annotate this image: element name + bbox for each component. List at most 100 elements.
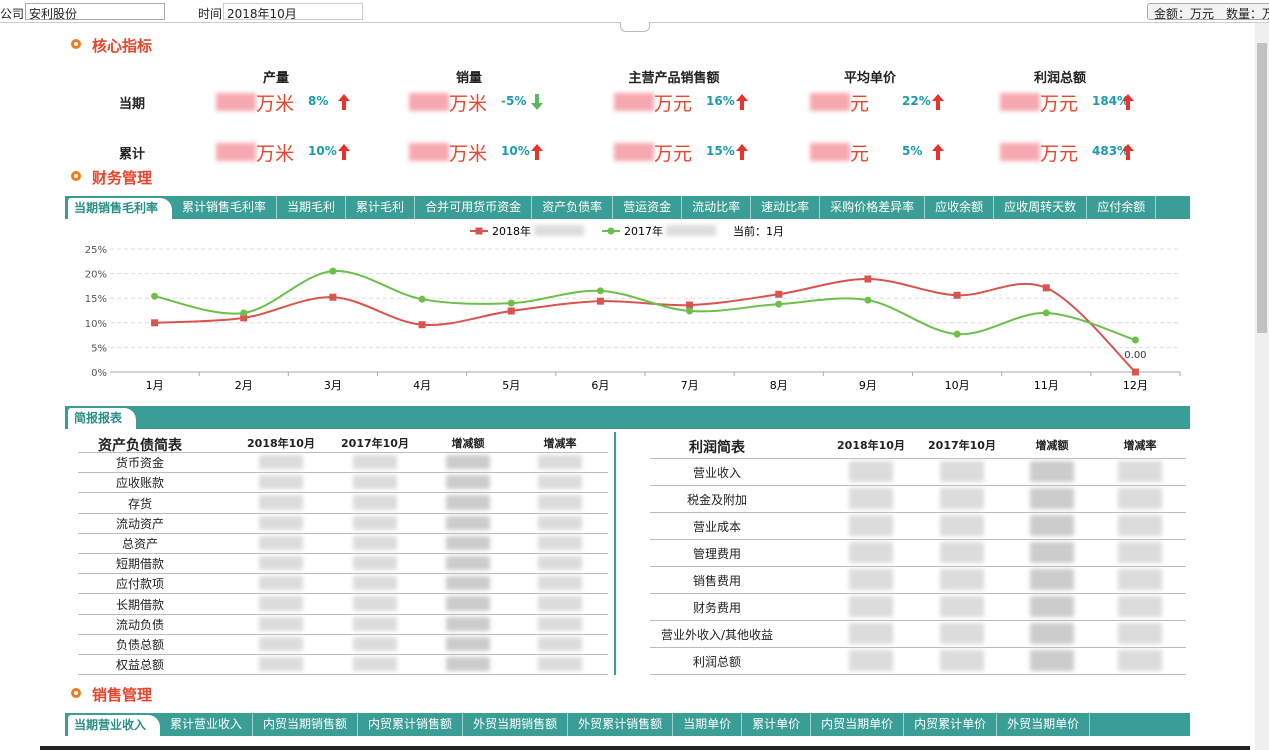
y-tick-label: 0% — [91, 368, 107, 379]
chart: 0% 5% 10% 15% 20% 25% 1月 2月 3月 4月 5月 6月 7月 8月 9月 10月 11月… — [85, 224, 1181, 392]
point — [864, 296, 872, 304]
tab[interactable]: 合并可用货币资金 — [415, 196, 533, 219]
point — [596, 287, 604, 295]
tab[interactable]: 外贸当期销售额 — [463, 713, 569, 736]
y-tick-label: 10% — [85, 319, 107, 330]
tab[interactable]: 当期营业收入 — [68, 715, 161, 736]
section-title: 销售管理 — [92, 686, 153, 704]
blurred-value — [353, 535, 397, 550]
tab[interactable]: 外贸累计销售额 — [568, 713, 674, 736]
row-line — [78, 512, 608, 514]
arrow — [531, 144, 543, 160]
point — [240, 309, 248, 317]
tab[interactable]: 应付余额 — [1087, 196, 1157, 219]
tab[interactable]: 当期单价 — [673, 713, 743, 736]
tab[interactable]: 内贸累计销售额 — [358, 713, 464, 736]
blurred-value — [353, 576, 397, 591]
point — [151, 319, 159, 327]
blurred-value — [216, 93, 256, 111]
blurred-value — [849, 542, 893, 563]
arrow — [932, 144, 944, 160]
tab[interactable]: 累计销售毛利率 — [172, 196, 278, 219]
blurred-value — [259, 576, 303, 591]
blurred-value — [1118, 488, 1162, 509]
row-label: 总资产 — [121, 536, 158, 551]
row-line — [78, 492, 608, 494]
tab[interactable]: 累计单价 — [742, 713, 812, 736]
tab[interactable]: 流动比率 — [682, 196, 752, 219]
blurred-value — [940, 569, 984, 590]
time-input[interactable]: 2018年10月 — [223, 3, 363, 21]
blurred-value — [538, 636, 582, 651]
change: 16% — [706, 94, 735, 108]
row-label: 短期借款 — [115, 557, 164, 572]
table-header: 利润简表 — [689, 440, 745, 456]
legend-marker — [607, 227, 615, 235]
change: 22% — [902, 94, 931, 108]
tab-bar: 当期销售毛利率 累计销售毛利率 当期毛利 累计毛利 合并可用货币资金 资产负债率 营运资金流… — [65, 196, 1190, 219]
trend-arrow — [1122, 144, 1134, 160]
tab[interactable]: 应收周转天数 — [994, 196, 1088, 219]
blurred-value — [446, 475, 490, 490]
y-tick-label: 15% — [85, 294, 107, 305]
unit: 万米 — [256, 143, 295, 165]
column-header: 销量 — [455, 71, 482, 86]
tab[interactable]: 简报报表 — [68, 408, 137, 429]
tab[interactable]: 资产负债率 — [532, 196, 614, 219]
tab[interactable]: 当期销售毛利率 — [68, 198, 173, 219]
company-label: 公司 — [0, 7, 25, 21]
row-line — [650, 485, 1186, 486]
arrow — [531, 94, 543, 110]
blurred-value — [538, 455, 582, 470]
blurred-value — [849, 488, 893, 509]
point — [151, 292, 159, 300]
tab[interactable]: 外贸当期单价 — [997, 713, 1091, 736]
tab[interactable]: 应收余额 — [925, 196, 995, 219]
blurred-value — [446, 515, 490, 530]
tab[interactable]: 营运资金 — [613, 196, 683, 219]
blurred-value — [940, 542, 984, 563]
point — [775, 300, 783, 308]
blurred-value — [259, 657, 303, 672]
blurred-value — [353, 475, 397, 490]
blurred-value — [1118, 623, 1162, 644]
tab[interactable]: 内贸当期单价 — [811, 713, 905, 736]
tab[interactable]: 内贸当期销售额 — [253, 713, 359, 736]
blurred-value — [446, 556, 490, 571]
row-line — [78, 472, 608, 474]
trend-arrow — [932, 94, 944, 110]
tab[interactable]: 累计营业收入 — [160, 713, 254, 736]
point — [418, 295, 426, 303]
blurred-value — [1030, 488, 1074, 509]
blurred-value — [353, 455, 397, 470]
change: 184% — [1092, 94, 1130, 108]
tab[interactable]: 速动比率 — [751, 196, 821, 219]
row-label: 营业收入 — [692, 465, 741, 480]
company-select[interactable]: 安利股份 — [25, 3, 165, 21]
table-header: 增减额 — [451, 437, 485, 450]
tab[interactable]: 当期毛利 — [277, 196, 347, 219]
blurred-value — [446, 657, 490, 672]
change: 483% — [1092, 144, 1130, 158]
unit: 万元 — [654, 93, 693, 115]
x-tick-label: 7月 — [681, 379, 699, 392]
tab[interactable]: 累计毛利 — [346, 196, 416, 219]
column-header: 产量 — [262, 71, 289, 86]
table-header: 2017年10月 — [928, 439, 996, 452]
tab[interactable]: 采购价格差异率 — [820, 196, 926, 219]
x-tick-label: 5月 — [502, 379, 520, 392]
blurred-value — [940, 623, 984, 644]
scrollbar[interactable] — [1255, 23, 1269, 750]
row-label: 营业外收入/其他收益 — [660, 627, 774, 642]
blurred-value — [259, 475, 303, 490]
blurred-value — [849, 515, 893, 536]
tab[interactable]: 内贸累计单价 — [904, 713, 998, 736]
point — [953, 330, 961, 338]
unit: 万元 — [1040, 93, 1079, 115]
blurred-value — [446, 636, 490, 651]
legend-blur — [534, 225, 584, 236]
collapse-toggle[interactable] — [620, 22, 650, 32]
blurred-value — [1118, 515, 1162, 536]
x-tick-label: 4月 — [413, 379, 431, 392]
